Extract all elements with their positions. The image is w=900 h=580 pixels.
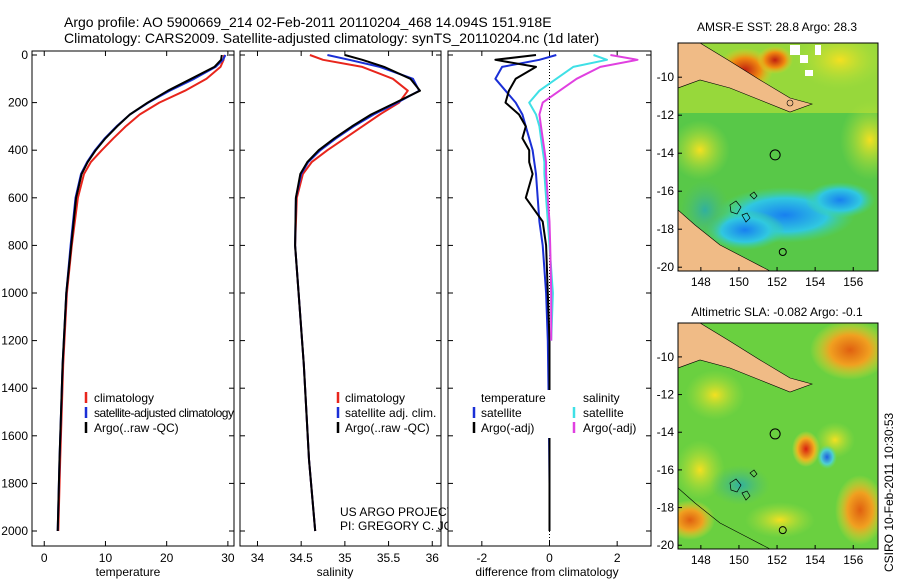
legend-label-temp-satellite: satellite: [481, 406, 522, 420]
x-tick-label: 2: [614, 551, 621, 565]
legend-title-salinity: salinity: [583, 391, 620, 405]
y-tick-label: 600: [8, 191, 28, 205]
argo-float-marker: [769, 428, 781, 440]
legend-label-climatology: climatology: [94, 391, 154, 405]
sst-map-title: AMSR-E SST: 28.8 Argo: 28.3: [697, 20, 857, 34]
series-line-temperature-satellite: [494, 54, 557, 531]
difference-panel: -2 0 2 temperature satellite Argo(-adj) sa…: [447, 50, 652, 579]
map-y-tick-label: -14: [657, 146, 675, 160]
map-x-tick-label: 150: [729, 275, 749, 289]
x-tick-label: 35.5: [377, 551, 401, 565]
map-y-tick-label: -20: [657, 260, 675, 274]
map-y-tick-label: -16: [657, 463, 675, 477]
x-tick-label: 10: [99, 551, 113, 565]
legend-title-temperature: temperature: [481, 391, 546, 405]
y-tick-label: 200: [8, 96, 28, 110]
salinity-xlabel: salinity: [317, 565, 354, 579]
difference-plot: -2 0 2: [448, 51, 651, 565]
temperature-axes-frame: [31, 50, 235, 547]
x-tick-label: 34.5: [289, 551, 313, 565]
y-tick-label: 400: [8, 143, 28, 157]
figure-title-line2: Climatology: CARS2009. Satellite-adjuste…: [64, 30, 599, 46]
map-x-tick-label: 152: [767, 275, 787, 289]
salinity-plot: 34 34.5 35 35.5 36: [240, 51, 441, 565]
x-tick-label: 20: [160, 551, 174, 565]
sst-map-panel: AMSR-E SST: 28.8 Argo: 28.3 148 150 152 154…: [657, 20, 879, 289]
x-tick-label: 36: [426, 551, 440, 565]
map-x-tick-label: 152: [767, 553, 787, 567]
temperature-legend: climatology satellite-adjusted climatolo…: [84, 391, 234, 435]
y-tick-label: 1200: [1, 334, 28, 348]
map-x-tick-label: 154: [805, 553, 825, 567]
y-tick-label: 1000: [1, 286, 28, 300]
map-x-tick-label: 154: [805, 275, 825, 289]
series-line-salinity-argo-adj: [538, 54, 639, 341]
sst-map-overlay: 148 150 152 154 156 -10 -12 -14 -16 -18 -20: [657, 70, 864, 289]
temperature-xlabel: temperature: [96, 565, 161, 579]
map-y-tick-label: -20: [657, 538, 675, 552]
y-tick-label: 1600: [1, 429, 28, 443]
map-y-tick-label: -12: [657, 388, 675, 402]
difference-xlabel: difference from climatology: [475, 565, 618, 579]
x-tick-label: 30: [221, 551, 235, 565]
sla-map-field: [678, 323, 878, 549]
x-tick-label: 35: [338, 551, 352, 565]
y-tick-label: 0: [21, 48, 28, 62]
map-y-tick-label: -18: [657, 501, 675, 515]
x-tick-label: -2: [476, 551, 487, 565]
sla-map-panel: Altimetric SLA: -0.082 Argo: -0.1 148 150…: [657, 305, 879, 567]
map-x-tick-label: 150: [729, 553, 749, 567]
map-y-tick-label: -12: [657, 108, 675, 122]
series-line-salinity-satellite: [528, 54, 608, 341]
sla-map-title: Altimetric SLA: -0.082 Argo: -0.1: [691, 305, 863, 319]
map-y-tick-label: -10: [657, 350, 675, 364]
y-tick-label: 1800: [1, 476, 28, 490]
legend-label-sal-satellite: satellite: [583, 406, 624, 420]
map-y-tick-label: -10: [657, 70, 675, 84]
temperature-plot: 0 10 20 30: [32, 51, 235, 565]
map-y-tick-label: -18: [657, 222, 675, 236]
x-tick-label: 0: [546, 551, 553, 565]
legend-label-sal-argo: Argo(-adj): [583, 421, 636, 435]
series-line-argo-raw-qc: [56, 54, 223, 532]
x-tick-label: 34: [251, 551, 265, 565]
map-x-tick-label: 156: [843, 553, 863, 567]
difference-legend: temperature satellite Argo(-adj) salinit…: [472, 390, 642, 438]
temperature-panel: 0 200 400 600 800 1000 1200 1400 1600 1800 2000 0 1…: [1, 48, 235, 579]
sla-map-overlay: 148 150 152 154 156 -10 -12 -14 -16 -18 -20: [657, 350, 864, 567]
series-line-argo-raw-qc: [294, 54, 421, 532]
map-x-tick-label: 148: [691, 275, 711, 289]
map-x-tick-label: 156: [843, 275, 863, 289]
legend-label-argo: Argo(..raw -QC): [94, 421, 179, 435]
argo-float-marker: [769, 149, 781, 161]
depth-tick-labels: 0 200 400 600 800 1000 1200 1400 1600 1800 2000: [1, 48, 28, 538]
y-tick-label: 800: [8, 238, 28, 252]
sla-map-frame: [677, 322, 879, 550]
secondary-marker: [778, 526, 787, 535]
legend-label-satellite: satellite-adjusted climatology: [94, 406, 234, 420]
map-y-tick-label: -16: [657, 184, 675, 198]
x-tick-label: 0: [41, 551, 48, 565]
legend-background: [472, 390, 642, 438]
figure-title-line1: Argo profile: AO 5900669_214 02-Feb-2011…: [64, 14, 552, 30]
secondary-marker: [778, 248, 787, 256]
sst-map-field: [678, 43, 878, 271]
salinity-legend: climatology satellite adj. clim. Argo(..…: [336, 391, 436, 435]
legend-label-satellite: satellite adj. clim.: [345, 406, 436, 420]
map-x-tick-label: 148: [691, 553, 711, 567]
project-label: US ARGO PROJECT: [340, 505, 455, 519]
map-y-tick-label: -14: [657, 425, 675, 439]
series-line-temperature-argo-adj: [494, 54, 551, 531]
legend-label-temp-argo: Argo(-adj): [481, 421, 534, 435]
legend-label-argo: Argo(..raw -QC): [345, 421, 430, 435]
legend-label-climatology: climatology: [345, 391, 405, 405]
y-tick-label: 1400: [1, 381, 28, 395]
side-timestamp: CSIRO 10-Feb-2011 10:30:53: [882, 412, 896, 572]
salinity-panel: 34 34.5 35 35.5 36 climatology satellite adj…: [239, 50, 496, 579]
salinity-axes-frame: [239, 50, 442, 547]
y-tick-label: 2000: [1, 524, 28, 538]
sst-map-frame: [677, 42, 879, 272]
